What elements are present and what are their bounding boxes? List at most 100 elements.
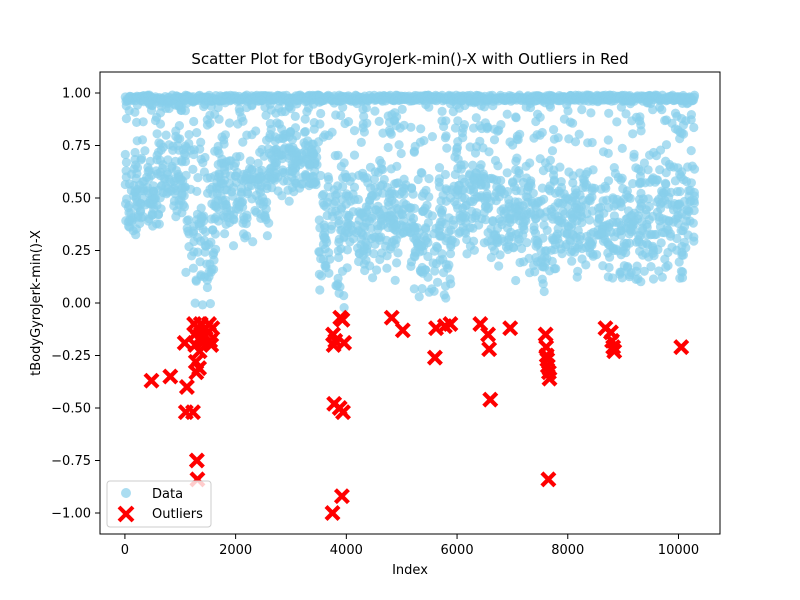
data-point [437,106,447,116]
data-point [372,265,382,275]
data-point [326,224,336,234]
data-point [559,189,569,199]
data-point [333,150,343,160]
data-point [368,273,378,283]
y-tick-label: 0.75 [62,139,91,154]
data-point [192,128,202,138]
data-point [184,242,194,252]
data-point [480,118,490,128]
data-point [342,263,352,273]
data-point [369,249,379,259]
data-point [427,284,437,294]
data-point [220,98,230,108]
data-point [573,225,583,236]
data-point [409,222,419,232]
outlier-point [482,391,499,408]
data-point [635,112,645,122]
data-point [120,149,130,160]
data-point [603,203,614,213]
data-point [193,173,203,183]
data-point [506,227,516,237]
data-point [537,183,548,193]
data-point [323,172,333,182]
data-point [213,102,223,113]
data-point [386,129,396,139]
data-point [481,180,491,190]
data-point [401,94,411,105]
data-point [481,215,491,225]
data-point [181,143,191,153]
data-point [573,266,583,276]
data-point [546,245,556,255]
data-point [628,179,638,189]
y-axis: −1.00 −0.75 −0.50 −0.25 0.00 0.25 0.50 0.75 1.00 [51,87,100,522]
data-point [324,268,334,278]
data-point [448,220,459,230]
outlier-point [540,471,557,488]
x-tick-label: 4000 [330,543,363,558]
data-point [511,275,521,286]
data-point [470,213,480,223]
data-point [597,228,607,238]
data-point [168,145,178,155]
data-point [522,238,532,248]
data-point [686,146,696,156]
data-point [549,125,559,135]
data-point [505,217,515,227]
outlier-point [480,326,497,343]
data-point [272,118,282,128]
data-point [277,124,287,134]
data-point [318,198,328,208]
data-point [536,246,546,256]
data-point [333,273,343,283]
data-point [153,210,163,220]
data-point [489,124,500,134]
outlier-point [335,404,352,421]
data-point [635,178,645,188]
data-point [364,200,375,210]
data-point [208,225,218,235]
data-point [625,270,635,280]
data-point [171,212,181,222]
data-point [539,220,549,230]
data-point [574,129,584,139]
data-point [676,172,686,182]
data-point [137,193,148,203]
data-point [324,130,334,141]
data-point [284,196,294,206]
outlier-point [394,322,411,339]
x-tick-label: 6000 [441,543,474,558]
data-point [155,155,165,165]
data-point [452,100,462,110]
data-point [562,100,572,110]
data-point [334,252,344,263]
data-point [619,261,629,271]
data-point [137,153,147,163]
data-point [206,101,216,111]
data-point [667,242,677,252]
data-point [583,167,593,177]
data-point [452,147,462,157]
data-point [437,116,447,126]
data-point [453,154,463,164]
data-point [557,249,567,259]
data-point [347,172,357,182]
data-point [184,130,194,140]
data-point [138,212,148,222]
outlier-point [178,379,195,395]
data-point [132,202,143,212]
data-point [672,233,682,244]
data-point [612,117,622,127]
data-point [378,214,388,224]
data-point [161,103,171,113]
data-point [316,108,326,119]
data-point [277,191,287,201]
data-point [374,116,384,126]
data-point [643,240,653,250]
data-point [290,123,301,133]
data-point [587,186,597,196]
data-point [496,216,506,226]
data-point [424,174,434,184]
data-point [392,258,402,268]
data-point [539,286,549,297]
